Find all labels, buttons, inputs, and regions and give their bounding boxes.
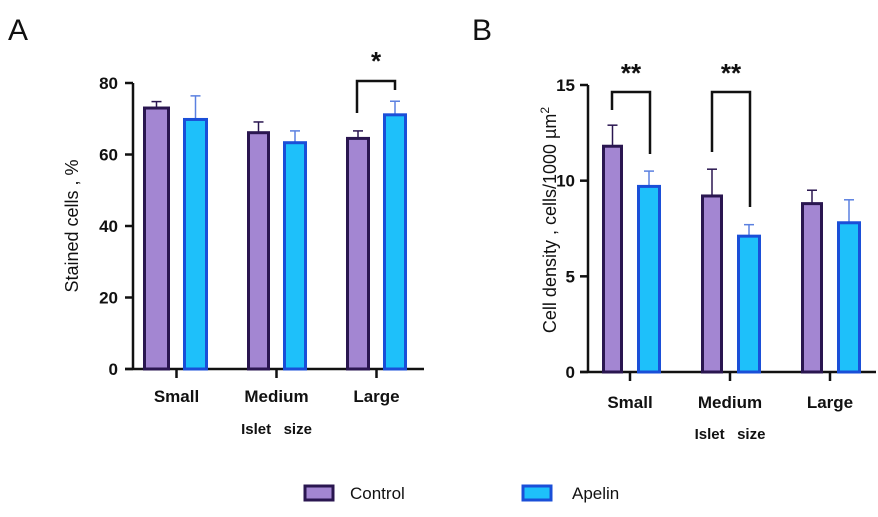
- bar-apelin-small: [637, 184, 661, 374]
- bar-apelin-medium: [283, 141, 307, 371]
- bar-apelin-large: [837, 221, 861, 374]
- legend-label-apelin: Apelin: [572, 484, 619, 503]
- y-tick-label: 15: [556, 76, 575, 95]
- bar-control-small: [143, 106, 170, 371]
- y-axis-label: Stained cells , %: [62, 159, 82, 292]
- x-tick-label: Small: [607, 393, 652, 412]
- y-axis-label-superscript: 2: [538, 107, 552, 114]
- legend-swatch-control: [303, 484, 335, 502]
- y-tick-label: 0: [109, 360, 118, 379]
- y-axis-label-text: Cell density , cells/1000 µm: [540, 114, 560, 333]
- bar-apelin-large: [383, 113, 407, 371]
- x-tick-label: Large: [353, 387, 399, 406]
- x-tick-label: Small: [154, 387, 199, 406]
- y-tick-label: 60: [99, 146, 118, 165]
- x-tick-label: Medium: [698, 393, 762, 412]
- x-axis-label: Islet size: [241, 421, 312, 438]
- bar-control-large: [346, 136, 370, 371]
- legend-swatch-apelin: [521, 484, 553, 502]
- bar-control-medium: [247, 131, 270, 371]
- significance-bracket: [355, 79, 397, 113]
- y-axis-label: Cell density , cells/1000 µm2: [538, 107, 560, 333]
- bar-control-large: [801, 202, 823, 374]
- x-tick-label: Large: [807, 393, 853, 412]
- y-axis-label-text: Stained cells , %: [62, 159, 82, 292]
- x-axis-label: Islet size: [695, 426, 766, 443]
- y-tick-label: 80: [99, 74, 118, 93]
- bar-apelin-medium: [737, 234, 761, 374]
- significance-label: **: [621, 58, 642, 88]
- y-tick-label: 20: [99, 289, 118, 308]
- bar-apelin-small: [183, 117, 208, 371]
- significance-label: *: [371, 46, 382, 76]
- panel-label: B: [472, 14, 492, 47]
- panel-label: A: [8, 14, 28, 47]
- y-tick-label: 40: [99, 217, 118, 236]
- y-tick-label: 10: [556, 172, 575, 191]
- x-tick-label: Medium: [244, 387, 308, 406]
- y-tick-label: 0: [566, 363, 575, 382]
- bar-control-medium: [701, 194, 723, 374]
- legend-label-control: Control: [350, 484, 405, 503]
- y-tick-label: 5: [566, 267, 575, 286]
- significance-label: **: [721, 58, 742, 88]
- bar-control-small: [602, 144, 623, 374]
- significance-bracket: [610, 90, 652, 154]
- significance-bracket: [710, 90, 752, 207]
